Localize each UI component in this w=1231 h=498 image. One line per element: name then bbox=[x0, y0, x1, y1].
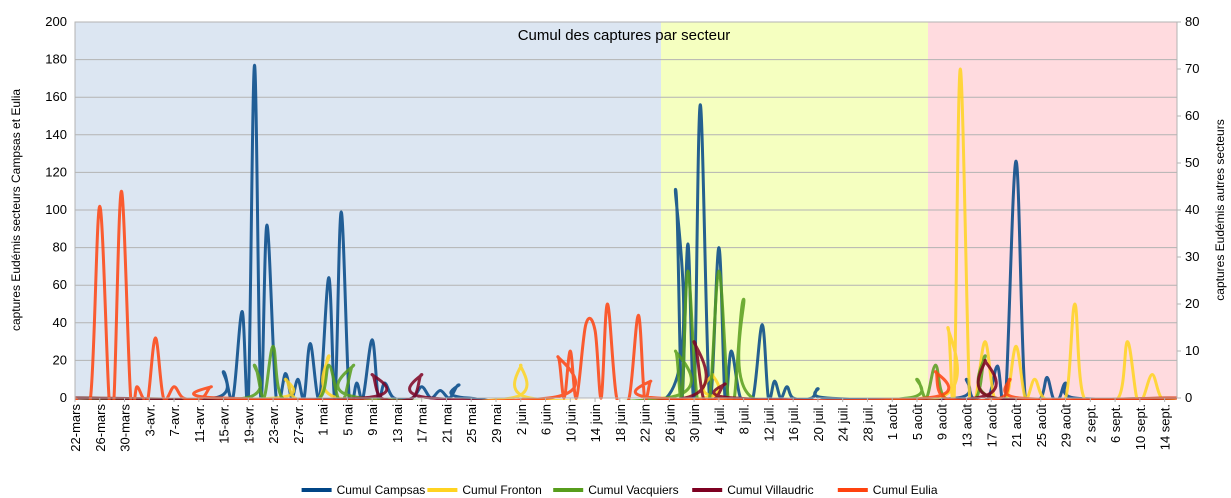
legend-label: Cumul Villaudric bbox=[727, 483, 813, 497]
y2-tick-label: 10 bbox=[1185, 343, 1199, 358]
x-tick-label: 9 mai bbox=[365, 404, 380, 436]
x-tick-label: 22 juin bbox=[638, 404, 653, 442]
x-tick-label: 16 juil. bbox=[786, 404, 801, 442]
x-tick-label: 11-avr. bbox=[192, 404, 207, 443]
series-line bbox=[75, 340, 1178, 400]
legend-label: Cumul Vacquiers bbox=[588, 483, 678, 497]
x-tick-label: 6 juin bbox=[539, 404, 554, 435]
legend: Cumul Campsas Cumul Fronton Cumul Vacquier… bbox=[301, 483, 938, 497]
y-tick-label: 80 bbox=[53, 240, 67, 255]
x-tick-label: 26-mars bbox=[93, 404, 108, 452]
x-tick-label: 25 août bbox=[1034, 404, 1049, 448]
y-tick-label: 160 bbox=[45, 89, 67, 104]
y2-tick-label: 40 bbox=[1185, 202, 1199, 217]
x-tick-label: 12 juil. bbox=[761, 404, 776, 442]
x-tick-label: 22-mars bbox=[68, 404, 83, 452]
x-tick-label: 26 juin bbox=[662, 404, 677, 442]
x-tick-label: 23-avr. bbox=[266, 404, 281, 444]
y2-tick-label: 50 bbox=[1185, 155, 1199, 170]
y2-tick-label: 0 bbox=[1185, 390, 1192, 405]
y-tick-label: 60 bbox=[53, 277, 67, 292]
x-tick-label: 5 août bbox=[910, 404, 925, 441]
x-tick-label: 25 mai bbox=[464, 404, 479, 443]
chart-title: Cumul des captures par secteur bbox=[518, 27, 731, 44]
legend-label: Cumul Fronton bbox=[462, 483, 541, 497]
legend-item: Cumul Campsas bbox=[301, 483, 426, 497]
x-tick-label: 15-avr. bbox=[217, 404, 232, 444]
legend-item: Cumul Eulia bbox=[837, 483, 938, 497]
legend-label: Cumul Campsas bbox=[337, 483, 426, 497]
x-tick-label: 1 août bbox=[885, 404, 900, 441]
y-tick-label: 200 bbox=[45, 14, 67, 29]
x-tick-label: 4 juil. bbox=[712, 404, 727, 434]
x-tick-label: 8 juil. bbox=[737, 404, 752, 434]
x-tick-label: 13 mai bbox=[390, 404, 405, 443]
y2-axis-label: captures Eudémis autres secteurs bbox=[1213, 119, 1227, 300]
x-tick-label: 14 juin bbox=[588, 404, 603, 442]
x-tick-label: 7-avr. bbox=[167, 404, 182, 437]
x-tick-label: 14 sept. bbox=[1158, 404, 1173, 450]
x-tick-label: 9 août bbox=[935, 404, 950, 441]
x-tick-label: 28 juil. bbox=[860, 404, 875, 442]
y-tick-label: 100 bbox=[45, 202, 67, 217]
y-tick-label: 20 bbox=[53, 352, 67, 367]
x-tick-label: 10 sept. bbox=[1133, 404, 1148, 450]
x-tick-label: 5 mai bbox=[340, 404, 355, 436]
y-tick-label: 120 bbox=[45, 164, 67, 179]
y-tick-label: 0 bbox=[60, 390, 67, 405]
x-tick-label: 6 sept. bbox=[1108, 404, 1123, 443]
x-tick-label: 21 mai bbox=[439, 404, 454, 443]
y-tick-label: 180 bbox=[45, 52, 67, 67]
x-tick-label: 21 août bbox=[1009, 404, 1024, 448]
x-tick-label: 30-mars bbox=[118, 404, 133, 452]
y2-tick-label: 30 bbox=[1185, 249, 1199, 264]
series-line bbox=[75, 189, 1178, 400]
x-tick-label: 1 mai bbox=[316, 404, 331, 436]
y-tick-label: 140 bbox=[45, 127, 67, 142]
y2-tick-label: 20 bbox=[1185, 296, 1199, 311]
legend-item: Cumul Villaudric bbox=[692, 483, 814, 497]
x-tick-label: 19-avr. bbox=[241, 404, 256, 444]
x-tick-label: 20 juil. bbox=[811, 404, 826, 442]
legend-label: Cumul Eulia bbox=[873, 483, 938, 497]
x-tick-label: 29 août bbox=[1059, 404, 1074, 448]
x-tick-label: 27-avr. bbox=[291, 404, 306, 444]
x-tick-label: 17 mai bbox=[415, 404, 430, 443]
x-tick-label: 18 juin bbox=[613, 404, 628, 442]
y-axis-label: captures Eudémis secteurs Campsas et Eul… bbox=[9, 89, 23, 331]
series-line bbox=[75, 269, 1178, 400]
y2-tick-label: 80 bbox=[1185, 14, 1199, 29]
x-tick-label: 29 mai bbox=[489, 404, 504, 443]
legend-item: Cumul Vacquiers bbox=[553, 483, 679, 497]
x-tick-label: 2 juin bbox=[514, 404, 529, 435]
x-tick-label: 13 août bbox=[960, 404, 975, 448]
legend-item: Cumul Fronton bbox=[427, 483, 542, 497]
x-tick-label: 17 août bbox=[984, 404, 999, 448]
x-tick-label: 30 juin bbox=[687, 404, 702, 442]
x-tick-label: 10 juin bbox=[563, 404, 578, 442]
y2-tick-label: 70 bbox=[1185, 61, 1199, 76]
y2-tick-label: 60 bbox=[1185, 108, 1199, 123]
x-tick-label: 3-avr. bbox=[142, 404, 157, 437]
axes: 0 20 40 60 80 100 120 140 160 180 200 0 10 20 30 40 50 60… bbox=[45, 14, 1199, 452]
x-tick-label: 2 sept. bbox=[1083, 404, 1098, 443]
y-tick-label: 40 bbox=[53, 315, 67, 330]
x-tick-label: 24 juil. bbox=[836, 404, 851, 442]
